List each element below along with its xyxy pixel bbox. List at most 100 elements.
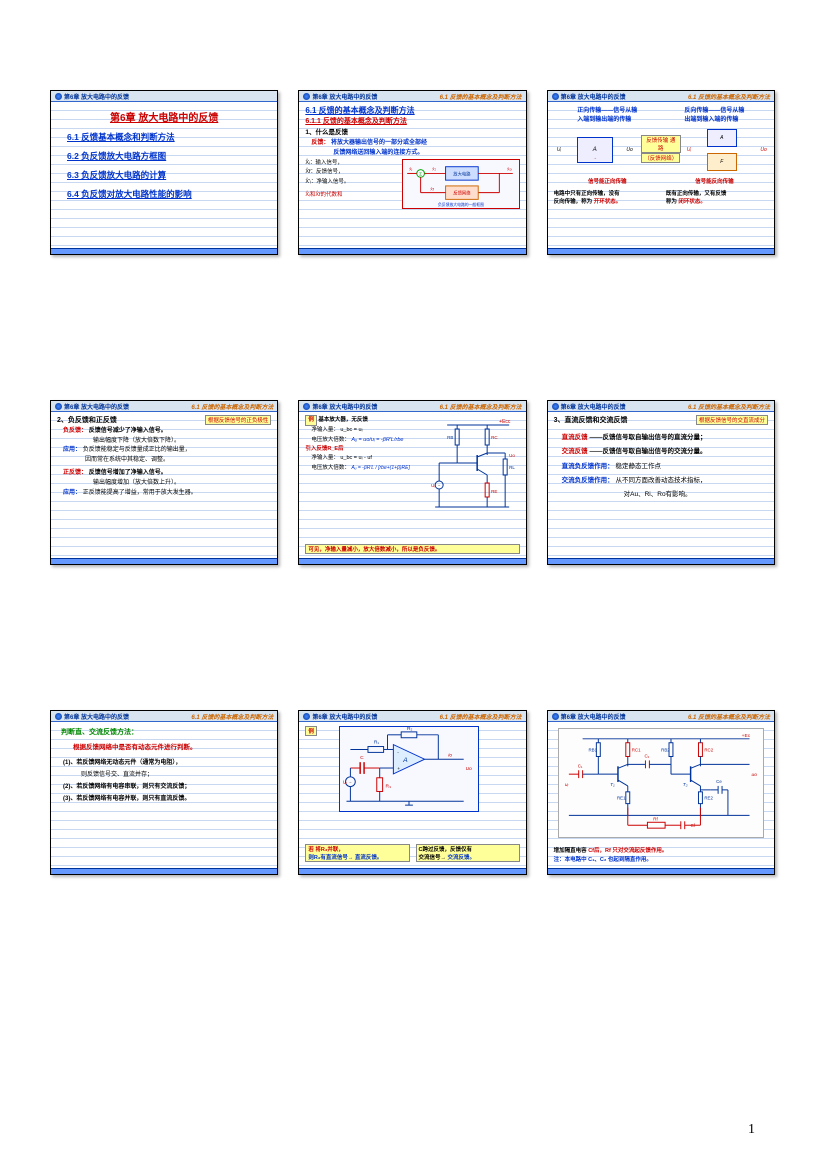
note1b: 则R₃有直流信号→ <box>308 855 353 861</box>
toc-link-2[interactable]: 6.2 负反馈放大电路方框图 <box>67 150 271 162</box>
svg-text:RE: RE <box>492 489 498 494</box>
line2a: 注：本电路中 C₁、C₂ 也起到隔直作用。 <box>554 857 652 863</box>
slide-body: +Ec RB1 RC1 T₁ RE1 RB2 <box>548 722 774 868</box>
block-a-right: A <box>707 129 737 147</box>
slide-body: 正向传输——信号从输 入端到输出端的传输 反向传输——信号从输 出端到输入端的传… <box>548 102 774 248</box>
heading-1: 6.1 反馈的基本概念及判断方法 <box>305 105 519 116</box>
slide-5-example: 第6章 放大电路中的反馈 6.1 反馈的基本概念及判断方法 例 基本放大器，无反… <box>298 400 526 565</box>
nf-text: 反馈信号减少了净输入信号。 <box>89 428 167 434</box>
svg-text:T₁: T₁ <box>610 782 615 788</box>
svg-text:C₁: C₁ <box>577 763 582 768</box>
line1b: Cf后，Rf 只对交流起反馈作用。 <box>588 848 667 854</box>
logo-icon <box>55 93 62 100</box>
ac-label: 交流反馈 <box>562 448 588 455</box>
svg-text:RL: RL <box>510 465 516 470</box>
slide-header: 第6章 放大电路中的反馈 6.1 反馈的基本概念及判断方法 <box>51 401 277 412</box>
ui-label-r: Uᵢ <box>687 147 691 153</box>
svg-text:+: + <box>398 767 401 772</box>
toc-link-3[interactable]: 6.3 负反馈放大电路的计算 <box>67 169 271 181</box>
heading-3: 3、直流反馈和交流反馈 <box>554 415 628 425</box>
svg-text:uᵢ: uᵢ <box>565 783 569 788</box>
r2: (2)、若反馈网络有电容串联，则只有交流反馈； <box>63 784 190 790</box>
svg-text:RC1: RC1 <box>631 748 640 753</box>
heading-3: 2、负反馈和正反馈 <box>57 415 117 425</box>
nf-label: 负反馈： <box>63 428 87 434</box>
svg-text:~: ~ <box>438 483 441 488</box>
uo-label: Uo <box>626 147 632 153</box>
svg-text:RE1: RE1 <box>617 796 626 801</box>
svg-text:R₃: R₃ <box>386 784 392 790</box>
svg-text:RC: RC <box>492 435 499 440</box>
slide-header: 第6章 放大电路中的反馈 6.1 反馈的基本概念及判断方法 <box>548 401 774 412</box>
svg-text:Uo: Uo <box>466 766 473 772</box>
slide-footer <box>548 248 774 254</box>
bjt-circuit: +Ecc RB RC RE <box>425 415 519 525</box>
note2: C跨过反馈，反馈仅有 <box>419 847 472 853</box>
ex-label: 例 <box>305 415 317 426</box>
header-chapter: 第6章 放大电路中的反馈 <box>561 402 626 411</box>
bwd-title: 反向传输——信号从输 <box>684 105 744 114</box>
pf-label: 正反馈： <box>63 470 87 476</box>
toc-link-1[interactable]: 6.1 反馈基本概念和判断方法 <box>67 131 271 143</box>
sig-xf: X̂f：反馈信号， <box>305 168 401 177</box>
slide-2-definition: 第6章 放大电路中的反馈 6.1 反馈的基本概念及判断方法 6.1 反馈的基本概… <box>298 90 526 255</box>
bwd-sub: 出端到输入端的传输 <box>684 114 744 123</box>
ui-label: Uᵢ <box>557 147 561 153</box>
header-section: 6.1 反馈的基本概念及判断方法 <box>688 92 770 101</box>
dcnf-text: 稳定静态工作点 <box>615 463 661 470</box>
svg-text:R₁: R₁ <box>374 740 380 746</box>
ex-label: 例 <box>305 726 317 736</box>
tag: 根据反馈信号的正负极性 <box>205 415 272 425</box>
svg-text:RE2: RE2 <box>704 796 713 801</box>
toc-link-4[interactable]: 6.4 负反馈对放大电路性能的影响 <box>67 188 271 200</box>
logo-icon <box>303 93 310 100</box>
r1b: 则反馈信号交、直流并存； <box>81 772 153 778</box>
page-number: 1 <box>748 1122 755 1138</box>
left-caption: 信号能正向传输 <box>588 177 627 185</box>
block-f-right: F <box>707 153 737 171</box>
pf-sub: 输出幅度增加（放大倍数上升）。 <box>93 480 180 486</box>
slide-footer <box>299 248 525 254</box>
header-chapter: 第6章 放大电路中的反馈 <box>312 402 377 411</box>
svg-text:Io: Io <box>448 752 452 758</box>
diagram-caption: 负反馈放大电路的一般框图 <box>438 202 484 207</box>
slide-header: 第6章 放大电路中的反馈 6.1 反馈的基本概念及判断方法 <box>51 711 277 722</box>
l5-label: 电压放大倍数： <box>311 465 350 471</box>
slide-footer <box>299 868 525 874</box>
l1: 净输入量： u_bc = uᵢ <box>311 427 362 433</box>
slide-footer <box>548 558 774 564</box>
def-text-2: 反馈网络送回输入端的连接方式。 <box>333 147 519 156</box>
svg-text:X̂f: X̂f <box>430 187 435 192</box>
svg-text:R₂: R₂ <box>407 727 413 732</box>
svg-text:RB: RB <box>448 435 454 440</box>
slide-3-direction: 第6章 放大电路中的反馈 6.1 反馈的基本概念及判断方法 正向传输——信号从输… <box>547 90 775 255</box>
pf-use: 正反馈能提高了增益，常用于放大发生器。 <box>83 490 197 496</box>
svg-text:RB2: RB2 <box>661 748 670 753</box>
slide-header: 第6章 放大电路中的反馈 6.1 反馈的基本概念及判断方法 <box>299 91 525 102</box>
ex-text: 基本放大器，无反馈 <box>318 417 368 423</box>
svg-text:T₂: T₂ <box>682 782 687 788</box>
def-text-1: 将放大器输出信号的一部分或全部经 <box>331 140 427 146</box>
logo-icon <box>55 713 62 720</box>
header-chapter: 第6章 放大电路中的反馈 <box>561 712 626 721</box>
slide-header: 第6章 放大电路中的反馈 <box>51 91 277 102</box>
acnf-text1: 从不同方面改善动态技术指标， <box>615 477 706 484</box>
fb-box-label2: （反馈网络） <box>641 153 680 163</box>
open-loop-2: 反向传输，称为 <box>554 199 593 205</box>
pf-text: 反馈信号增加了净输入信号。 <box>89 470 167 476</box>
slide-4-pos-neg: 第6章 放大电路中的反馈 6.1 反馈的基本概念及判断方法 2、负反馈和正反馈 … <box>50 400 278 565</box>
slide-header: 第6章 放大电路中的反馈 6.1 反馈的基本概念及判断方法 <box>548 711 774 722</box>
title: 判断直、交流反馈方法： <box>61 727 271 737</box>
sig-sum: X̂ᵢ和X̂f的代数和 <box>305 191 401 200</box>
header-section: 6.1 反馈的基本概念及判断方法 <box>688 402 770 411</box>
svg-text:C: C <box>360 755 364 761</box>
svg-text:X̂ᵢ: X̂ᵢ <box>409 167 413 172</box>
note2b: 交流信号→ <box>419 855 447 861</box>
right-caption: 信号能反向传输 <box>695 177 734 185</box>
dcnf-label: 直流负反馈作用： <box>562 463 614 470</box>
svg-text:Uᵢ: Uᵢ <box>432 483 436 488</box>
svg-text:X̂o: X̂o <box>507 167 512 172</box>
logo-icon <box>552 403 559 410</box>
blk-a: 放大电路 <box>453 170 471 177</box>
sig-xi: X̂ᵢ：输入信号， <box>305 159 401 168</box>
